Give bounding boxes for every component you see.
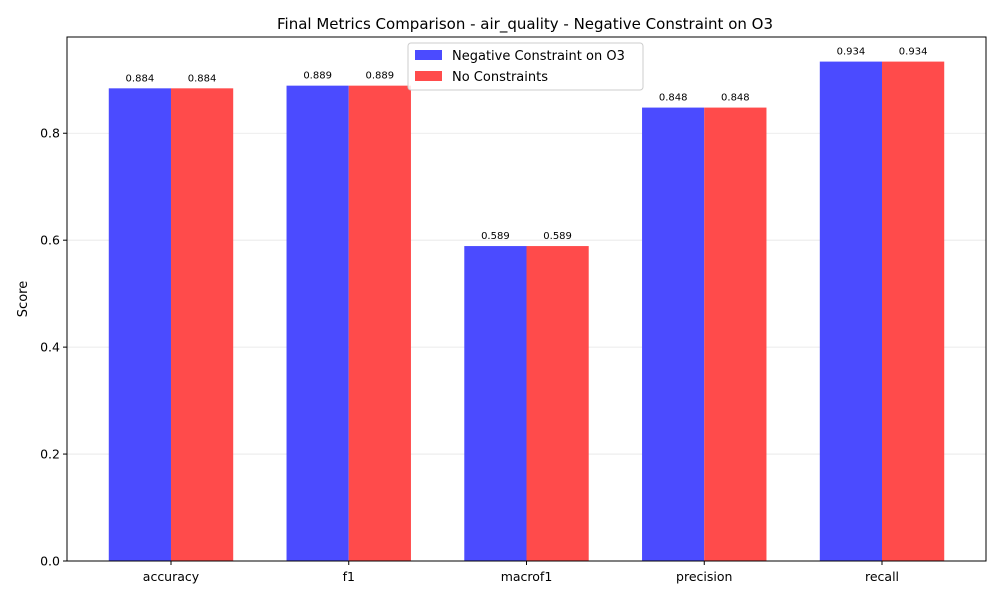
legend: Negative Constraint on O3 No Constraints bbox=[407, 42, 644, 91]
y-tick-label: 0.0 bbox=[40, 554, 60, 569]
legend-swatch bbox=[415, 50, 442, 60]
bar-no-constraints-f1 bbox=[348, 85, 411, 562]
y-axis-ticks: 0.0 0.2 0.4 0.6 0.8 bbox=[40, 126, 67, 569]
x-tick-label: f1 bbox=[343, 569, 355, 584]
bar-negative-constraint-accuracy bbox=[108, 88, 171, 561]
bar-value-label: 0.889 bbox=[366, 71, 395, 82]
legend-box bbox=[407, 42, 644, 91]
bar-value-label: 0.589 bbox=[543, 231, 572, 242]
bar-value-label: 0.889 bbox=[303, 71, 332, 82]
legend-label: Negative Constraint on O3 bbox=[452, 49, 625, 64]
bar-value-label: 0.884 bbox=[126, 73, 155, 84]
bar-no-constraints-recall bbox=[882, 61, 945, 561]
bar-no-constraints-macrof1 bbox=[526, 246, 589, 561]
y-tick-label: 0.8 bbox=[40, 126, 60, 141]
bar-value-labels: 0.884 0.889 0.589 0.848 0.934 0.884 0.889 0.589… bbox=[126, 47, 928, 242]
bar-value-label: 0.589 bbox=[481, 231, 510, 242]
legend-swatch bbox=[415, 71, 442, 81]
bar-negative-constraint-recall bbox=[819, 61, 883, 561]
y-tick-label: 0.6 bbox=[40, 233, 60, 248]
bar-negative-constraint-f1 bbox=[286, 85, 349, 562]
bar-value-label: 0.884 bbox=[188, 73, 217, 84]
x-axis-ticks: accuracy f1 macrof1 precision recall bbox=[143, 561, 899, 584]
bar-negative-constraint-precision bbox=[642, 107, 705, 561]
bars bbox=[108, 61, 945, 562]
y-tick-label: 0.4 bbox=[40, 340, 60, 355]
x-tick-label: precision bbox=[676, 569, 732, 584]
bar-value-label: 0.848 bbox=[721, 93, 750, 104]
bar-value-label: 0.848 bbox=[659, 93, 688, 104]
x-tick-label: macrof1 bbox=[501, 569, 553, 584]
bar-negative-constraint-macrof1 bbox=[464, 246, 527, 561]
chart-title: Final Metrics Comparison - air_quality -… bbox=[277, 15, 773, 34]
x-tick-label: recall bbox=[865, 569, 899, 584]
x-tick-label: accuracy bbox=[143, 569, 200, 584]
legend-label: No Constraints bbox=[452, 70, 548, 85]
bar-value-label: 0.934 bbox=[899, 47, 928, 58]
y-axis-label: Score bbox=[16, 281, 31, 317]
bar-no-constraints-precision bbox=[704, 107, 767, 561]
bar-no-constraints-accuracy bbox=[170, 88, 234, 561]
bar-value-label: 0.934 bbox=[837, 47, 866, 58]
y-tick-label: 0.2 bbox=[40, 447, 60, 462]
